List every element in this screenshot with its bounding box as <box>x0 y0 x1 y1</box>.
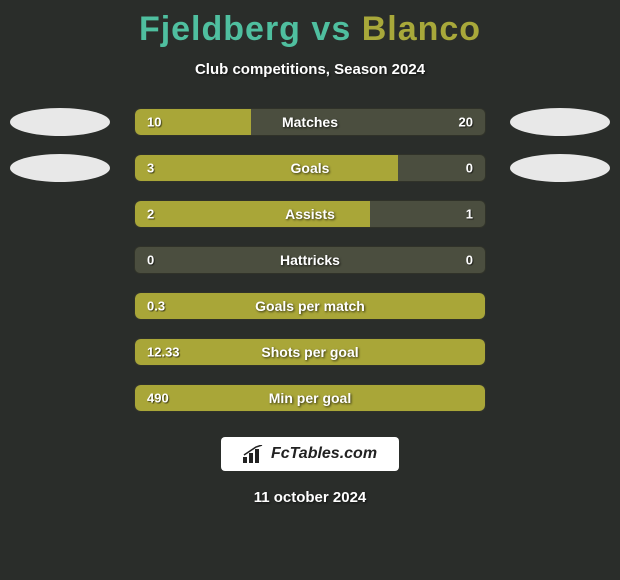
stat-value-left: 12.33 <box>147 345 180 360</box>
stat-value-left: 2 <box>147 207 154 222</box>
player2-name: Blanco <box>362 10 481 48</box>
vs-text: vs <box>311 10 351 48</box>
stats-area: 10 20 Matches 3 0 Goals 2 1 Assists 0 0 Hattricks 0.… <box>0 108 620 412</box>
stat-value-left: 0.3 <box>147 299 165 314</box>
stat-bar: 10 20 Matches <box>134 108 486 136</box>
avatar-placeholder <box>510 154 610 182</box>
stat-label: Min per goal <box>269 390 351 406</box>
stat-label: Hattricks <box>280 252 340 268</box>
stat-row: 0 0 Hattricks <box>0 246 620 274</box>
bar-fill-left <box>135 155 398 181</box>
stat-bar: 12.33 Shots per goal <box>134 338 486 366</box>
stat-value-left: 10 <box>147 115 161 130</box>
comparison-card: Fjeldberg vs Blanco Club competitions, S… <box>0 0 620 580</box>
stat-row: 3 0 Goals <box>0 154 620 182</box>
stat-bar: 490 Min per goal <box>134 384 486 412</box>
stat-label: Matches <box>282 114 338 130</box>
stat-label: Assists <box>285 206 335 222</box>
footer-date: 11 october 2024 <box>254 489 367 506</box>
stat-value-left: 0 <box>147 253 154 268</box>
stat-bar: 0.3 Goals per match <box>134 292 486 320</box>
page-title: Fjeldberg vs Blanco <box>139 10 481 49</box>
stat-bar: 2 1 Assists <box>134 200 486 228</box>
stat-bar: 3 0 Goals <box>134 154 486 182</box>
avatar-placeholder <box>10 108 110 136</box>
stat-row: 0.3 Goals per match <box>0 292 620 320</box>
stat-value-right: 0 <box>466 253 473 268</box>
footer-logo-text: FcTables.com <box>271 445 377 463</box>
avatar-placeholder <box>10 154 110 182</box>
player1-name: Fjeldberg <box>139 10 301 48</box>
stat-value-right: 20 <box>459 115 473 130</box>
stat-value-left: 490 <box>147 391 169 406</box>
stat-row: 490 Min per goal <box>0 384 620 412</box>
stat-label: Goals per match <box>255 298 365 314</box>
subtitle: Club competitions, Season 2024 <box>195 61 425 78</box>
stat-value-left: 3 <box>147 161 154 176</box>
stat-value-right: 0 <box>466 161 473 176</box>
chart-icon <box>243 445 265 463</box>
stat-row: 2 1 Assists <box>0 200 620 228</box>
stat-bar: 0 0 Hattricks <box>134 246 486 274</box>
stat-value-right: 1 <box>466 207 473 222</box>
footer-logo[interactable]: FcTables.com <box>221 437 399 471</box>
stat-row: 12.33 Shots per goal <box>0 338 620 366</box>
stat-label: Goals <box>291 160 330 176</box>
avatar-placeholder <box>510 108 610 136</box>
stat-label: Shots per goal <box>261 344 358 360</box>
stat-row: 10 20 Matches <box>0 108 620 136</box>
